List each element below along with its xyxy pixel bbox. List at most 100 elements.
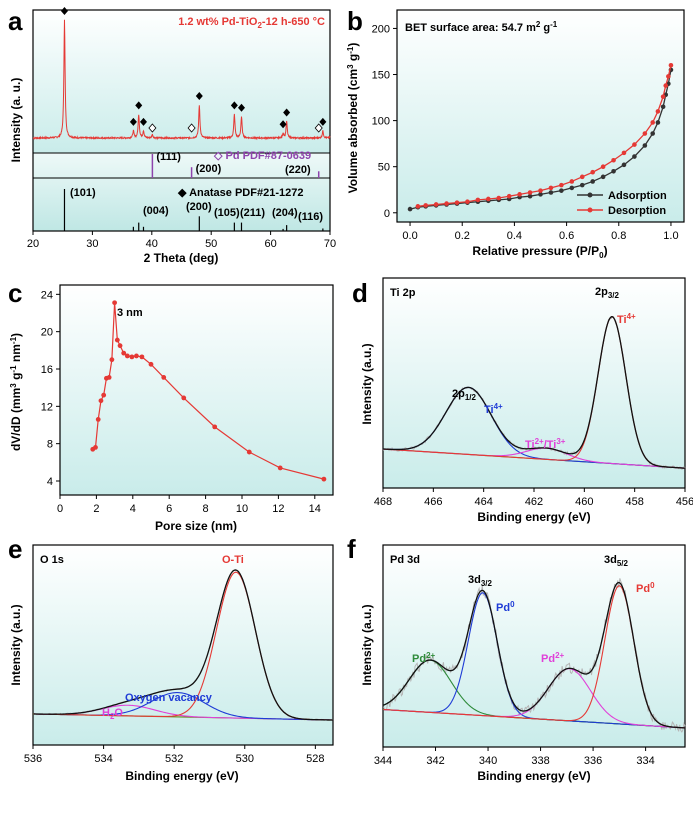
panel-a-pd-reference: (111) (200) (220)	[151, 151, 320, 178]
f-xtick-label-1: 342	[426, 755, 444, 767]
panel-label-c: c	[8, 278, 22, 308]
c-xtick-label-4: 8	[203, 503, 209, 515]
b-point-1-9	[611, 157, 616, 163]
panel-e-xlabel: Binding energy (eV)	[125, 769, 238, 783]
b-ytick-label-3: 150	[372, 70, 390, 82]
b-point-0-0	[407, 206, 413, 212]
panel-c-xlabel: Pore size (nm)	[155, 519, 237, 533]
panel-label-b: b	[347, 6, 363, 36]
b-point-0-23	[642, 143, 648, 148]
panel-d-ylabel: Intensity (a.u.)	[360, 343, 374, 424]
panel-a-markers	[60, 7, 327, 133]
panel-e-h2o: H2O	[102, 707, 123, 721]
c-point-14	[134, 353, 139, 359]
b-xtick-label-5: 1.0	[663, 230, 678, 242]
anatase-hkl-1: (004)	[143, 205, 169, 217]
d-xtick-label-3: 462	[525, 496, 543, 508]
panel-b-plot-bg	[397, 10, 684, 222]
f-xtick-label-5: 334	[636, 755, 654, 767]
panel-e: e 536 534 532 530 528 O 1s O-Ti Oxygen vacan…	[8, 534, 334, 783]
b-point-1-7	[632, 142, 637, 147]
panel-a-pattern	[32, 19, 331, 141]
b-point-1-21	[486, 196, 491, 202]
panel-e-curves	[32, 569, 334, 722]
b-xtick-label-2: 0.4	[507, 230, 522, 242]
f-xtick-label-2: 340	[479, 755, 497, 767]
c-point-6	[106, 375, 112, 380]
anatase-marker-2	[135, 101, 143, 110]
c-point-16	[148, 361, 154, 367]
panel-b-legend: Adsorption Desorption	[577, 190, 667, 217]
c-point-2	[95, 417, 101, 422]
a-xtick-label-4: 60	[264, 238, 276, 250]
anatase-hkl-4: (211)	[240, 207, 265, 219]
b-point-0-15	[559, 188, 564, 193]
b-point-1-3	[660, 94, 666, 99]
pd-hkl-0: (111)	[156, 151, 181, 163]
e-xtick-label-1: 534	[94, 753, 112, 765]
e-envelope	[33, 569, 334, 721]
pd-marker-2	[314, 123, 323, 133]
b-point-1-0	[668, 63, 674, 68]
legend-adsorption: Adsorption	[608, 190, 667, 202]
c-point-22	[321, 476, 327, 482]
panel-d-ticks: 468 466 464 462 460 458 456	[374, 488, 693, 508]
b-point-0-19	[600, 174, 606, 180]
b-ytick-label-4: 200	[372, 23, 390, 35]
panel-a-anatase-reference: (101) (004) (200) (105) (211) (204) (116)	[63, 187, 324, 231]
b-point-1-17	[527, 190, 533, 195]
pd-hkl-1: (200)	[196, 163, 222, 175]
e-xtick-label-0: 536	[24, 753, 42, 765]
c-point-7	[109, 357, 115, 363]
panel-d-curves	[382, 316, 686, 470]
panel-e-ticks: 536 534 532 530 528	[24, 745, 325, 765]
panel-b-annotation: BET surface area: 54.7 m2 g-1	[405, 20, 558, 34]
anatase-marker-7	[279, 120, 287, 129]
panel-d-xlabel: Binding energy (eV)	[477, 510, 590, 524]
b-point-1-13	[569, 179, 575, 184]
b-point-0-17	[579, 182, 585, 188]
b-point-1-15	[548, 185, 554, 191]
panel-b-series	[407, 63, 674, 212]
anatase-hkl-3: (105)	[214, 207, 240, 219]
c-ytick-label-5: 24	[41, 289, 53, 301]
c-ytick-label-3: 16	[41, 364, 53, 376]
panel-e-frame	[32, 544, 334, 746]
panel-f-region: Pd 3d	[390, 554, 420, 566]
d-xtick-label-4: 460	[575, 496, 593, 508]
c-point-10	[117, 343, 123, 349]
panel-c-annotation: 3 nm	[117, 307, 143, 319]
c-xtick-label-7: 14	[309, 503, 321, 515]
b-xtick-label-0: 0.0	[402, 230, 417, 242]
f-xtick-label-3: 338	[531, 755, 549, 767]
c-point-20	[246, 449, 252, 455]
f-envelope	[383, 581, 686, 729]
anatase-hkl-2: (200)	[186, 201, 212, 213]
d-xtick-label-0: 468	[374, 496, 392, 508]
panel-f-plot-bg	[383, 545, 685, 747]
f-xtick-label-4: 336	[584, 755, 602, 767]
panel-a-ylabel: Intensity (a. u.)	[9, 78, 23, 163]
c-ytick-label-4: 20	[41, 327, 53, 339]
d-envelope	[382, 316, 686, 469]
panel-label-d: d	[352, 278, 368, 308]
b-point-0-12	[527, 193, 533, 199]
panel-f-xlabel: Binding energy (eV)	[477, 769, 590, 783]
anatase-marker-9	[319, 117, 327, 126]
anatase-marker-0	[60, 7, 68, 15]
c-xtick-label-0: 0	[57, 503, 63, 515]
c-point-4	[101, 392, 107, 398]
b-point-1-5	[650, 120, 655, 125]
c-ytick-label-0: 4	[47, 476, 53, 488]
b-point-0-13	[538, 192, 543, 197]
b-xtick-label-4: 0.8	[611, 230, 626, 242]
a-xtick-label-0: 20	[27, 238, 39, 250]
panel-label-a: a	[8, 6, 23, 36]
b-point-0-18	[590, 179, 595, 184]
panel-a-xlabel: 2 Theta (deg)	[144, 251, 219, 265]
c-point-17	[161, 375, 167, 380]
panel-c-ylabel: dV/dD (mm3 g-1 nm-1)	[9, 333, 23, 451]
anatase-marker-5	[230, 101, 238, 110]
b-point-1-10	[600, 164, 606, 169]
